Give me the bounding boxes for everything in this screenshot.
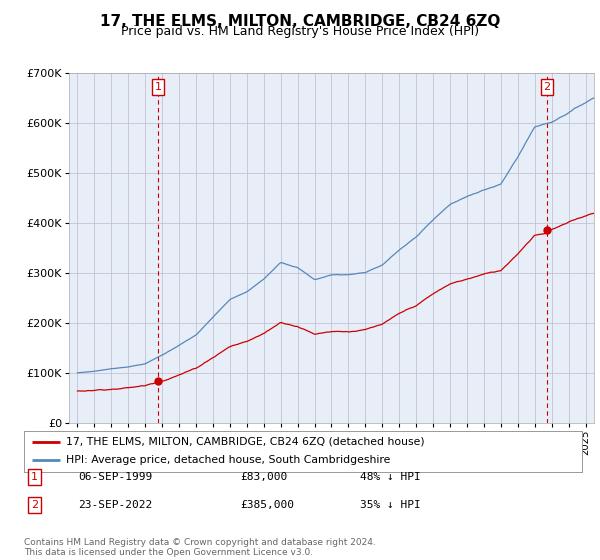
Text: 2: 2 <box>31 500 38 510</box>
Text: 17, THE ELMS, MILTON, CAMBRIDGE, CB24 6ZQ (detached house): 17, THE ELMS, MILTON, CAMBRIDGE, CB24 6Z… <box>66 437 424 447</box>
Text: £385,000: £385,000 <box>240 500 294 510</box>
Text: HPI: Average price, detached house, South Cambridgeshire: HPI: Average price, detached house, Sout… <box>66 455 390 465</box>
Text: 06-SEP-1999: 06-SEP-1999 <box>78 472 152 482</box>
Text: Contains HM Land Registry data © Crown copyright and database right 2024.
This d: Contains HM Land Registry data © Crown c… <box>24 538 376 557</box>
Text: Price paid vs. HM Land Registry's House Price Index (HPI): Price paid vs. HM Land Registry's House … <box>121 25 479 38</box>
Text: 17, THE ELMS, MILTON, CAMBRIDGE, CB24 6ZQ: 17, THE ELMS, MILTON, CAMBRIDGE, CB24 6Z… <box>100 14 500 29</box>
Text: 35% ↓ HPI: 35% ↓ HPI <box>360 500 421 510</box>
Text: £83,000: £83,000 <box>240 472 287 482</box>
Text: 23-SEP-2022: 23-SEP-2022 <box>78 500 152 510</box>
Text: 1: 1 <box>31 472 38 482</box>
Text: 2: 2 <box>544 82 551 92</box>
Text: 1: 1 <box>154 82 161 92</box>
Text: 48% ↓ HPI: 48% ↓ HPI <box>360 472 421 482</box>
